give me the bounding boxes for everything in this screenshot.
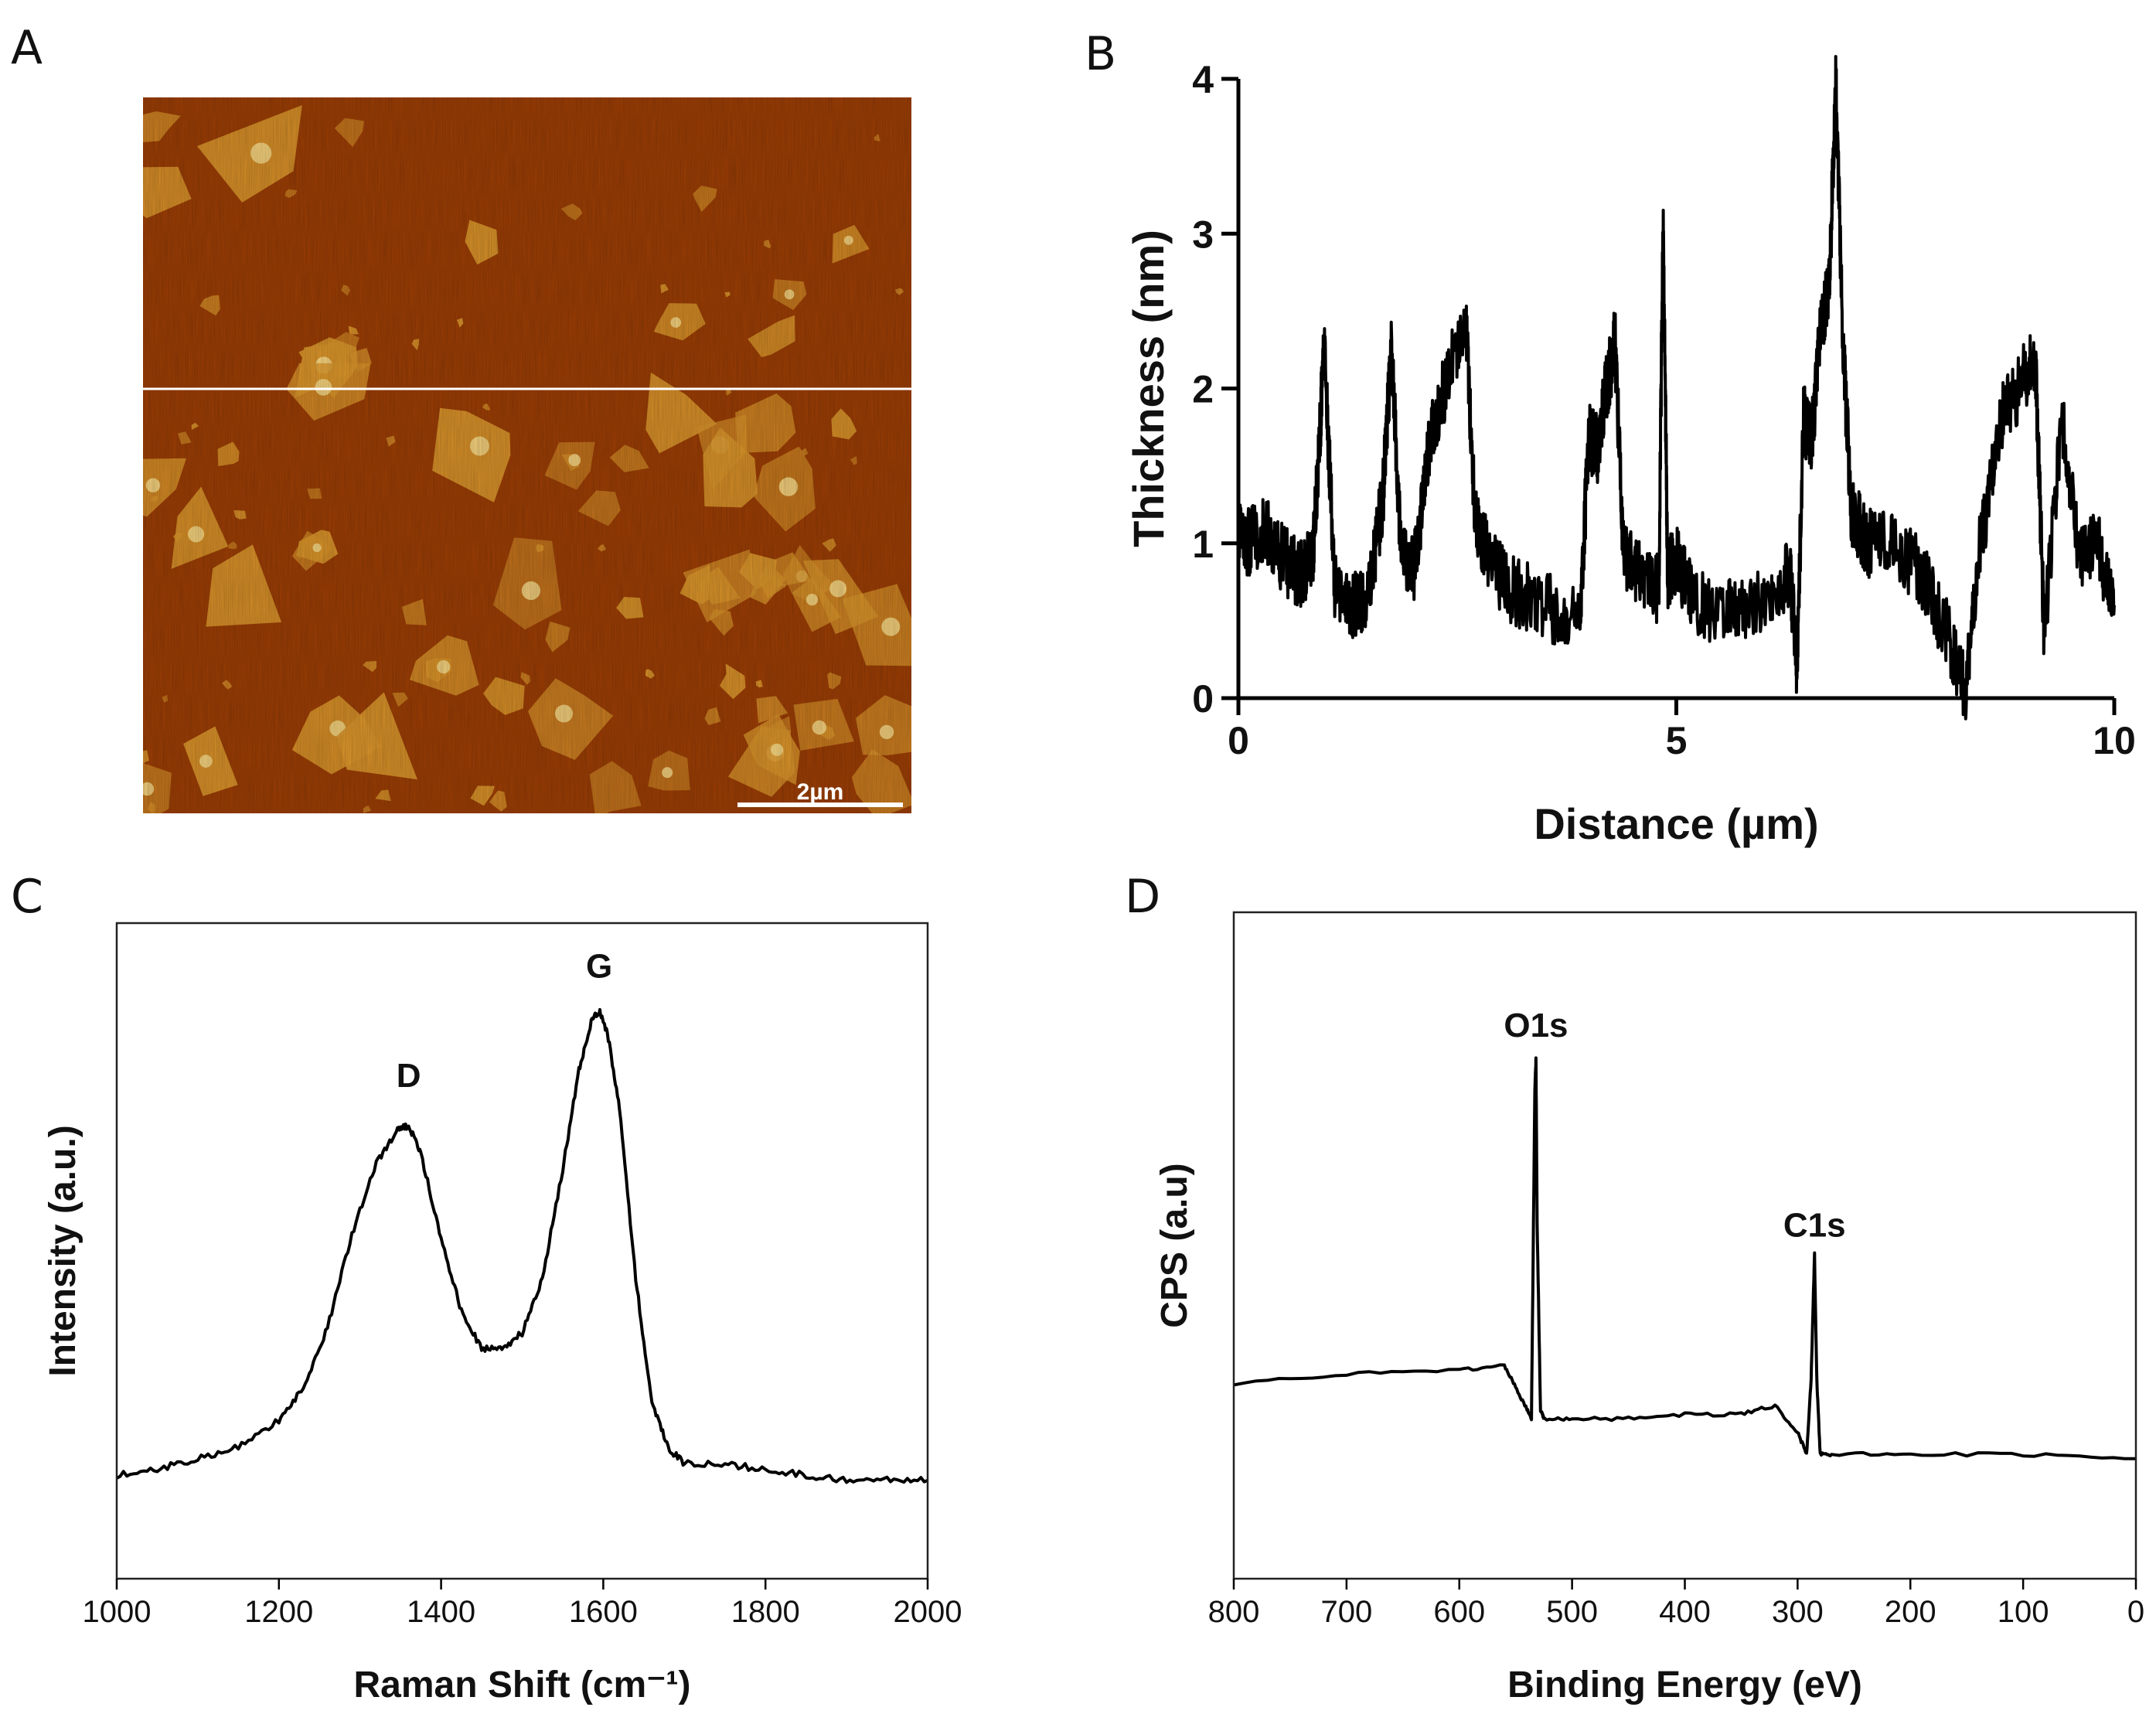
- peak-label: D: [397, 1057, 421, 1095]
- panel-label-c: C: [11, 870, 43, 924]
- x-tick-label: 100: [1998, 1595, 2049, 1629]
- peak-label: G: [586, 948, 612, 986]
- chart-raman-spectrum: 1000 1200 1400 1600 1800 2000 Raman Shift (cm⁻…: [43, 922, 962, 1705]
- x-tick-label: 2000: [894, 1595, 962, 1629]
- y-tick-label: 1: [1192, 523, 1214, 566]
- x-axis-label: Distance (µm): [1534, 799, 1818, 848]
- x-tick-label: 5: [1666, 719, 1688, 762]
- x-tick-label: 700: [1321, 1595, 1373, 1629]
- afm-image: [143, 97, 911, 813]
- plot-frame: [115, 922, 929, 1580]
- scale-bar-label: 2µm: [797, 779, 844, 805]
- peak-label: C1s: [1783, 1207, 1846, 1245]
- panel-label-a: A: [11, 21, 43, 75]
- chart-thickness-profile: 0 5 10 0 1 2 3 4 Distance (µm) Thickness (nm): [1124, 55, 2136, 848]
- panel-label-d: D: [1125, 870, 1160, 924]
- afm-texture: [143, 97, 911, 813]
- x-axis-label: Binding Energy (eV): [1507, 1665, 1862, 1705]
- y-tick-label: 0: [1192, 677, 1214, 721]
- x-tick-label: 1400: [407, 1595, 475, 1629]
- series-line: [1233, 1056, 2136, 1460]
- x-tick-label: 10: [2093, 719, 2136, 762]
- x-tick-label: 0: [1228, 719, 1249, 762]
- x-tick-label: 0: [2127, 1595, 2144, 1629]
- x-tick-label: 500: [1546, 1595, 1598, 1629]
- y-tick-label: 4: [1192, 58, 1214, 101]
- x-tick-label: 400: [1659, 1595, 1711, 1629]
- x-tick-label: 1600: [569, 1595, 638, 1629]
- series-line: [116, 1007, 928, 1484]
- x-tick-label: 300: [1772, 1595, 1824, 1629]
- y-tick-label: 2: [1192, 368, 1214, 411]
- x-tick-label: 600: [1433, 1595, 1485, 1629]
- x-axis-label: Raman Shift (cm⁻¹): [353, 1665, 690, 1705]
- x-tick-label: 1200: [244, 1595, 313, 1629]
- y-axis-label: CPS (a.u): [1154, 1163, 1195, 1327]
- series-line: [1237, 55, 2116, 721]
- x-tick-label: 1000: [83, 1595, 152, 1629]
- x-tick-label: 200: [1885, 1595, 1936, 1629]
- plot-frame: [1232, 911, 2137, 1580]
- y-axis-label: Intensity (a.u.): [43, 1125, 83, 1376]
- x-tick-label: 1800: [731, 1595, 800, 1629]
- x-tick-label: 800: [1208, 1595, 1260, 1629]
- y-axis-label: Thickness (nm): [1124, 230, 1173, 547]
- y-tick-label: 3: [1192, 213, 1214, 256]
- chart-xps-survey: 800 700 600 500 400 300 200 100 0 Binding Energy …: [1154, 911, 2144, 1705]
- panel-label-b: B: [1085, 27, 1116, 81]
- peak-label: O1s: [1504, 1007, 1568, 1044]
